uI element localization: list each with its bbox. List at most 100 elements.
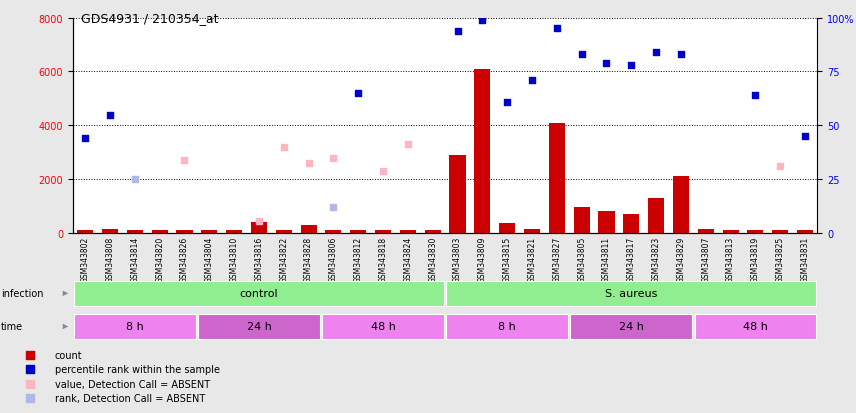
Point [301,160,315,167]
Bar [446,314,568,339]
Text: GSM343806: GSM343806 [329,236,338,282]
Point [401,141,415,148]
Text: time: time [1,322,23,332]
Text: GSM343824: GSM343824 [403,236,413,282]
Text: control: control [240,289,278,299]
Point [450,28,464,35]
Point [128,176,142,183]
Point [79,135,92,142]
Text: GSM343821: GSM343821 [527,236,537,282]
Point [625,62,639,69]
Bar [449,156,466,233]
Text: S. aureus: S. aureus [605,289,657,299]
Text: GSM343829: GSM343829 [676,236,686,282]
Text: GSM343830: GSM343830 [428,236,437,282]
Point [675,52,688,58]
Bar [425,231,441,233]
Bar [102,230,118,233]
Text: 48 h: 48 h [743,322,768,332]
Bar [152,230,168,233]
Text: GSM343815: GSM343815 [502,236,512,282]
Point [252,218,265,225]
Bar [698,230,714,233]
Bar [74,314,196,339]
Bar [322,314,444,339]
Point [23,366,36,373]
Point [649,50,663,56]
Text: GSM343822: GSM343822 [279,236,288,282]
Point [476,17,490,24]
Bar [375,230,391,233]
Text: GSM343803: GSM343803 [453,236,462,282]
Text: GSM343818: GSM343818 [378,236,388,282]
Bar [74,281,444,306]
Bar [747,230,764,233]
Point [276,144,290,151]
Bar [570,314,693,339]
Text: GSM343810: GSM343810 [229,236,239,282]
Text: 48 h: 48 h [371,322,395,332]
Text: GSM343823: GSM343823 [651,236,661,282]
Bar [694,314,817,339]
Bar [446,281,817,306]
Text: GSM343809: GSM343809 [478,236,487,282]
Text: GSM343828: GSM343828 [304,236,313,282]
Point [23,395,36,402]
Bar [797,230,813,233]
Point [352,90,366,97]
Bar [350,230,366,233]
Point [575,52,589,58]
Text: value, Detection Call = ABSENT: value, Detection Call = ABSENT [55,379,210,389]
Text: GSM343820: GSM343820 [155,236,164,282]
Text: percentile rank within the sample: percentile rank within the sample [55,365,220,375]
Bar [325,230,342,233]
Bar [201,230,217,233]
Bar [499,224,515,233]
Text: 24 h: 24 h [619,322,644,332]
Text: rank, Detection Call = ABSENT: rank, Detection Call = ABSENT [55,394,205,404]
Text: GSM343807: GSM343807 [701,236,710,282]
Bar [198,314,320,339]
Bar [673,177,689,233]
Point [748,93,763,99]
Text: GSM343808: GSM343808 [105,236,115,282]
Bar [772,230,788,233]
Text: GSM343825: GSM343825 [776,236,785,282]
Point [550,26,563,33]
Point [103,112,116,119]
Bar [623,215,639,233]
Point [178,158,192,164]
Point [23,352,36,358]
Text: GSM343812: GSM343812 [354,236,363,282]
Text: GSM343802: GSM343802 [80,236,90,282]
Bar [549,123,565,233]
Text: GSM343811: GSM343811 [602,236,611,282]
Text: GSM343817: GSM343817 [627,236,636,282]
Bar [251,223,267,233]
Bar [226,230,242,233]
Text: infection: infection [1,289,44,299]
Text: GSM343813: GSM343813 [726,236,735,282]
Text: GSM343826: GSM343826 [180,236,189,282]
Bar [300,226,317,233]
Text: count: count [55,350,82,360]
Point [525,78,539,84]
Bar [77,230,93,233]
Text: GSM343814: GSM343814 [130,236,140,282]
Point [377,169,390,175]
Bar [474,69,490,233]
Bar [276,230,292,233]
Text: GSM343831: GSM343831 [800,236,810,282]
Point [327,204,341,211]
Bar [127,230,143,233]
Bar [176,230,193,233]
Bar [598,212,615,233]
Text: 8 h: 8 h [126,322,144,332]
Text: GSM343816: GSM343816 [254,236,264,282]
Point [23,381,36,387]
Bar [722,230,739,233]
Bar [524,229,540,233]
Text: GDS4931 / 210354_at: GDS4931 / 210354_at [81,12,219,25]
Bar [574,208,590,233]
Text: 24 h: 24 h [247,322,271,332]
